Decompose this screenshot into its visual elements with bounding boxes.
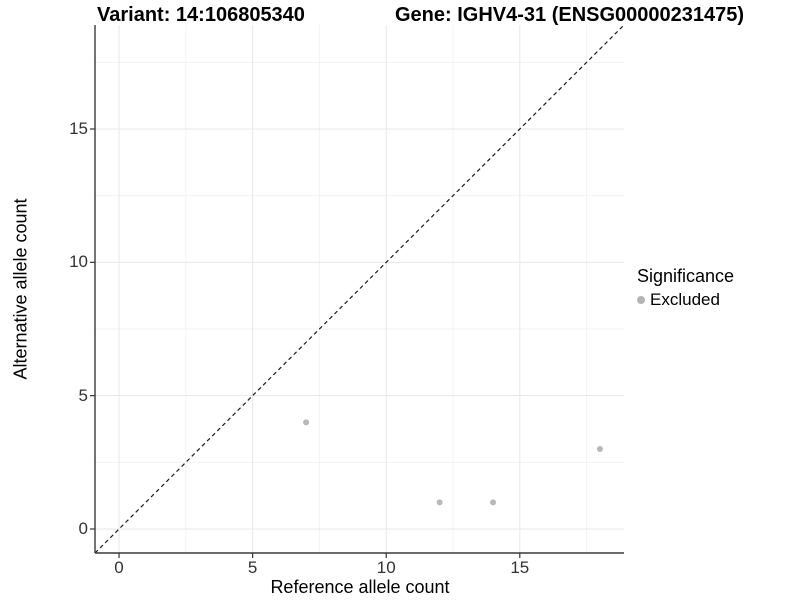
- x-tick-label: 10: [376, 558, 396, 577]
- x-axis-title: Reference allele count: [270, 577, 450, 597]
- y-tick-label: 0: [78, 519, 88, 538]
- y-axis-title: Alternative allele count: [10, 198, 31, 380]
- gene-title: Gene: IGHV4-31 (ENSG00000231475): [395, 4, 745, 26]
- scatter-point: [596, 446, 603, 452]
- identity-reference-line: [94, 24, 625, 554]
- legend-key-dot-icon: [637, 296, 645, 304]
- axis-tick-marks: [90, 128, 521, 558]
- identity-dashed-line: [94, 24, 625, 554]
- x-tick-label: 0: [114, 558, 124, 577]
- data-points: [303, 419, 603, 506]
- scatter-point: [436, 499, 443, 506]
- y-tick-label: 15: [69, 119, 88, 138]
- variant-title: Variant: 14:106805340: [97, 4, 305, 26]
- major-gridlines: [95, 25, 624, 553]
- minor-gridlines: [95, 25, 624, 553]
- x-tick-label: 5: [247, 558, 258, 577]
- x-tick-label: 15: [510, 558, 530, 577]
- scatter-point: [303, 419, 310, 426]
- y-tick-label: 5: [78, 385, 88, 405]
- y-tick-label: 10: [69, 252, 88, 272]
- axis-lines: [94, 25, 624, 554]
- scatter-point: [490, 499, 497, 506]
- legend: Significance Excluded: [637, 266, 734, 310]
- legend-title: Significance: [637, 266, 735, 286]
- legend-item-excluded: Excluded: [637, 290, 734, 310]
- legend-item-label: Excluded: [650, 290, 720, 309]
